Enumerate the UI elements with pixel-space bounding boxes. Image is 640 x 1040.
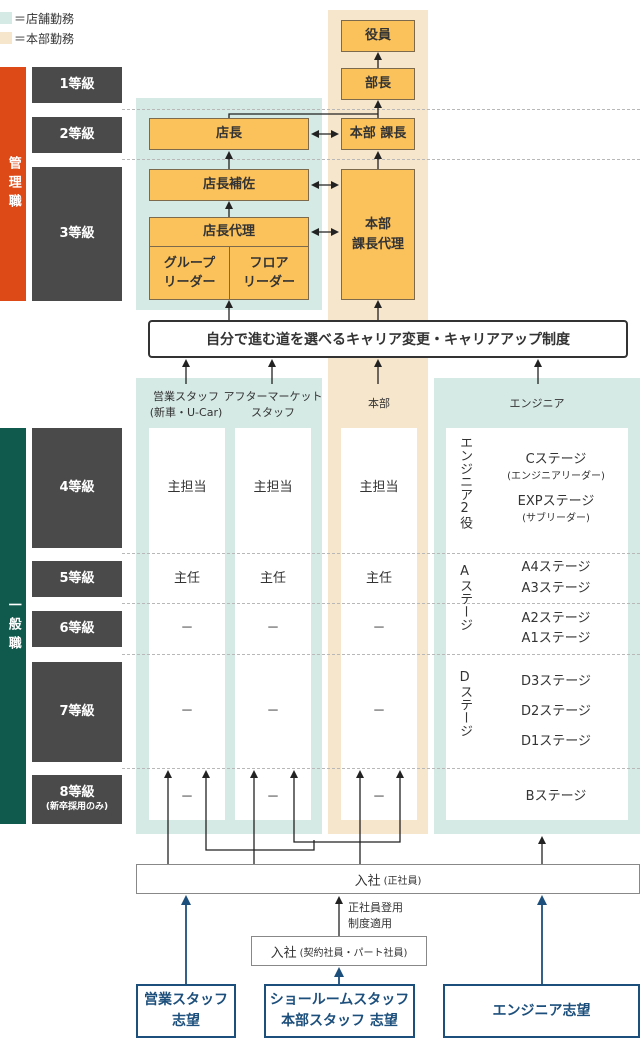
grade-2: 2等級 (32, 117, 122, 153)
grade-divider (122, 654, 640, 655)
engineer-a-group-label: Aステージ (457, 564, 473, 631)
aftermarket-grade7: － (266, 703, 280, 719)
floor-leader-box: フロア リーダー (229, 246, 309, 300)
hq-grade5: 主任 (365, 570, 392, 586)
grade-divider (122, 603, 640, 604)
promotion-note: 正社員登用 制度適用 (348, 901, 403, 930)
grade-divider (122, 159, 640, 160)
column-header-hq: 本部 (368, 397, 390, 411)
column-header-engineer: エンジニア (509, 397, 565, 411)
grade-3: 3等級 (32, 167, 122, 301)
sales-grade7: － (180, 703, 194, 719)
tencho-box: 店長 (149, 118, 309, 150)
grade-8: 8等級 (新卒採用のみ) (32, 775, 122, 824)
sales-grade5: 主任 (173, 570, 200, 586)
grade-divider (122, 768, 640, 769)
legend-hq-swatch (0, 32, 12, 44)
grade-1: 1等級 (32, 67, 122, 103)
career-change-banner: 自分で進む道を選べるキャリア変更・キャリアアップ制度 (148, 320, 628, 358)
bucho-box: 部長 (341, 68, 415, 100)
entry-fulltime-box: 入社 (正社員) (136, 864, 640, 894)
officer-box: 役員 (341, 20, 415, 52)
engineer-b: Bステージ (525, 788, 587, 804)
sales-grade8: － (180, 789, 194, 805)
legend-store-label: ＝店舗勤務 (14, 12, 75, 26)
sales-grade6: － (180, 620, 194, 636)
honbu-kacho-dairi-box: 本部 課長代理 (341, 169, 415, 300)
engineer-a3: A3ステージ (521, 580, 591, 596)
engineer-c-stage: Cステージ (エンジニアリーダー) (507, 452, 605, 483)
engineer-a4: A4ステージ (521, 559, 591, 575)
category-general: 一般職 (0, 428, 26, 824)
engineer-column (446, 428, 628, 820)
grade-divider (122, 553, 640, 554)
sales-grade4: 主担当 (167, 479, 207, 495)
category-management: 管理職 (0, 67, 26, 301)
grade-divider (122, 109, 640, 110)
column-header-aftermarket: アフターマーケット スタッフ (223, 390, 323, 419)
engineer-d2: D2ステージ (520, 703, 592, 719)
aftermarket-grade4: 主担当 (253, 479, 293, 495)
legend-hq-label: ＝本部勤務 (14, 32, 75, 46)
engineer-d1: D1ステージ (520, 733, 592, 749)
legend-store-swatch (0, 12, 12, 24)
aspiration-engineer-box: エンジニア志望 (443, 984, 640, 1038)
aftermarket-column (235, 428, 311, 820)
engineer-role2-label: エンジニア2役 (457, 436, 473, 529)
aftermarket-grade6: － (266, 620, 280, 636)
engineer-a2: A2ステージ (521, 610, 591, 626)
aftermarket-grade8: － (266, 789, 280, 805)
grade-4: 4等級 (32, 428, 122, 548)
grade-5: 5等級 (32, 561, 122, 597)
engineer-exp-stage: EXPステージ (サブリーダー) (517, 494, 595, 525)
hq-grade7: － (372, 703, 386, 719)
sales-column (149, 428, 225, 820)
aspiration-sales-box: 営業スタッフ 志望 (136, 984, 236, 1038)
hq-grade6: － (372, 620, 386, 636)
honbu-kacho-box: 本部 課長 (341, 118, 415, 150)
engineer-a1: A1ステージ (521, 630, 591, 646)
grade-7: 7等級 (32, 662, 122, 762)
hq-column (341, 428, 417, 820)
column-header-sales: 営業スタッフ (新車・U-Car) (149, 390, 223, 419)
engineer-d3: D3ステージ (520, 673, 592, 689)
entry-contract-box: 入社 (契約社員・パート社員) (251, 936, 427, 966)
engineer-d-group-label: Dステージ (457, 670, 473, 737)
hq-grade8: － (372, 789, 386, 805)
aspiration-showroom-box: ショールームスタッフ 本部スタッフ 志望 (264, 984, 415, 1038)
hq-grade4: 主担当 (359, 479, 399, 495)
tencho-hosa-box: 店長補佐 (149, 169, 309, 201)
grade-6: 6等級 (32, 611, 122, 647)
aftermarket-grade5: 主任 (259, 570, 286, 586)
